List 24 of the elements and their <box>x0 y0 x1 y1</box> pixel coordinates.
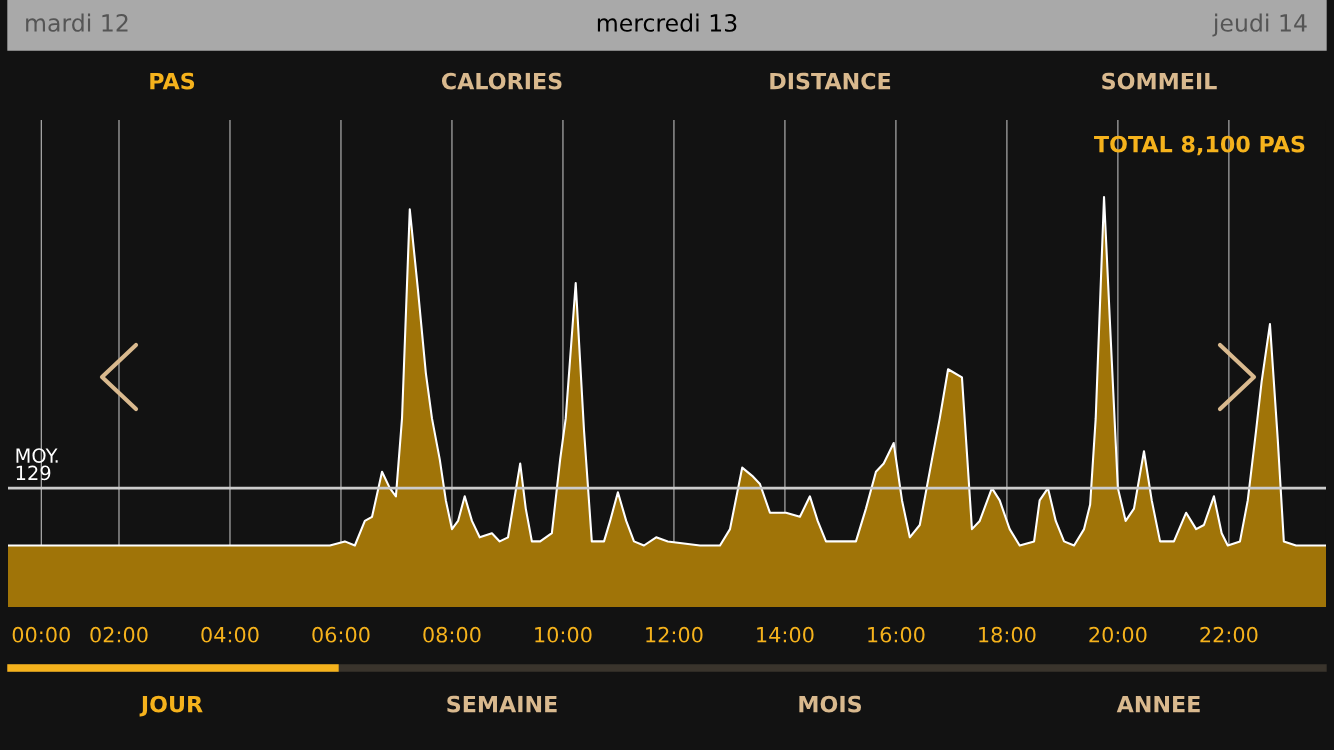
x-tick-label: 08:00 <box>423 626 481 643</box>
text: ANNEE <box>1116 695 1200 713</box>
x-tick-label: 00:00 <box>12 626 70 643</box>
x-tick-label: 20:00 <box>1089 626 1147 643</box>
x-tick-label: 18:00 <box>979 626 1036 643</box>
x-tick-label: 06:00 <box>312 626 370 643</box>
text: DISTANCE <box>770 72 891 90</box>
text: MOIS <box>799 695 862 713</box>
x-tick-label: 04:00 <box>201 626 259 643</box>
x-tick-label: 02:00 <box>90 626 148 643</box>
x-tick-label: 16:00 <box>868 626 925 643</box>
text: TOTAL 8,100 PAS <box>1094 135 1305 156</box>
text: CALORIES <box>441 72 562 90</box>
text: mercredi 13 <box>597 13 737 32</box>
text: PAS <box>150 72 195 90</box>
text: SEMAINE <box>447 695 557 713</box>
x-tick-label: 12:00 <box>646 626 703 643</box>
text: jeudi 14 <box>1212 13 1307 37</box>
text: SOMMEIL <box>1102 72 1217 90</box>
x-tick-label: 22:00 <box>1200 626 1258 643</box>
text: mardi 12 <box>26 13 128 32</box>
x-tick-label: 14:00 <box>757 626 814 643</box>
x-tick-label: 10:00 <box>535 626 592 643</box>
text: JOUR <box>139 695 203 717</box>
